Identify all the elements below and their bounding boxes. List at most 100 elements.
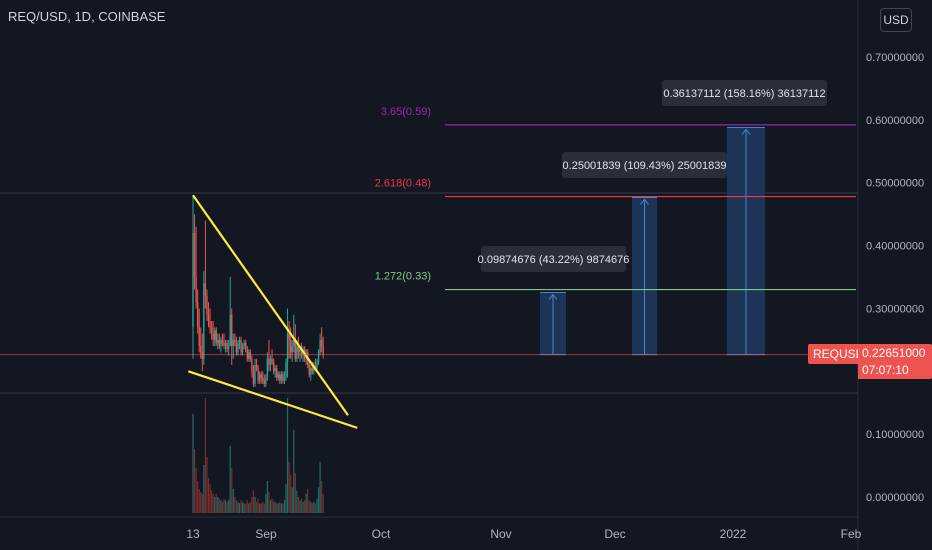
candle-body bbox=[286, 333, 289, 362]
volume-bar bbox=[240, 500, 242, 513]
volume-bar bbox=[257, 498, 259, 513]
volume-bar bbox=[251, 497, 253, 513]
fib-level-label: 3.65(0.59) bbox=[381, 106, 431, 118]
volume-bar bbox=[277, 503, 279, 513]
candle-body bbox=[265, 377, 267, 384]
trendline-layer bbox=[188, 194, 358, 429]
volume-bar bbox=[296, 490, 298, 513]
candle-body bbox=[285, 361, 287, 378]
volume-bar bbox=[322, 493, 324, 513]
volume-bar bbox=[269, 500, 272, 513]
candle-body bbox=[235, 343, 238, 353]
volume-bar bbox=[232, 489, 234, 513]
candle-body bbox=[223, 343, 225, 347]
candle-body bbox=[227, 346, 230, 350]
y-tick-label: 0.50000000 bbox=[866, 178, 924, 190]
candle-body bbox=[243, 343, 245, 347]
volume-bar bbox=[193, 449, 196, 513]
volume-bar bbox=[286, 397, 289, 513]
candle-body bbox=[206, 295, 208, 315]
projection-label-box bbox=[481, 246, 626, 272]
candle-body bbox=[317, 352, 320, 362]
y-tick-label: 0.10000000 bbox=[866, 429, 924, 441]
volume-bar bbox=[263, 503, 265, 513]
volume-bar bbox=[282, 503, 284, 513]
volume-bar bbox=[215, 493, 217, 513]
volume-bar bbox=[197, 481, 199, 513]
projection-label-box bbox=[562, 152, 727, 178]
projection-arrow-head bbox=[640, 198, 649, 205]
candle-body bbox=[255, 365, 258, 369]
volume-bar bbox=[254, 497, 256, 513]
y-tick-label: 0.00000000 bbox=[866, 492, 924, 504]
volume-bar bbox=[299, 500, 301, 513]
candle-body bbox=[289, 339, 292, 353]
candle-body bbox=[268, 358, 270, 366]
volume-bar bbox=[246, 500, 248, 513]
symbol-title: REQ/USD, 1D, COINBASE bbox=[8, 9, 166, 24]
current-price-value: 0.22651000 bbox=[862, 346, 926, 360]
volume-bar bbox=[260, 503, 262, 513]
volume-bar bbox=[207, 477, 210, 513]
projection-label: 0.09874676 (43.22%) 9874676 bbox=[478, 254, 630, 266]
volume-bar bbox=[198, 489, 200, 513]
volume-bar bbox=[317, 487, 320, 513]
volume-bar bbox=[234, 497, 236, 513]
candle-body bbox=[234, 339, 236, 344]
candle-body bbox=[296, 346, 298, 359]
volume-bar bbox=[274, 501, 276, 513]
volume-bar bbox=[266, 481, 268, 513]
candle-body bbox=[198, 327, 200, 347]
volume-bar bbox=[276, 503, 278, 513]
candle-body bbox=[260, 374, 262, 378]
candle-body bbox=[263, 380, 265, 384]
grid-layer bbox=[0, 192, 858, 394]
volume-bar bbox=[307, 489, 309, 513]
volume-bar bbox=[308, 500, 310, 513]
volume-bar bbox=[248, 503, 250, 513]
candle-body bbox=[245, 343, 247, 350]
candle-body bbox=[200, 346, 202, 353]
volume-bar bbox=[259, 503, 261, 513]
candle-body bbox=[232, 339, 234, 347]
volume-bar bbox=[319, 461, 321, 513]
volume-bar bbox=[201, 493, 203, 513]
candle-body bbox=[249, 352, 252, 359]
candle-body bbox=[258, 374, 261, 381]
candle-body bbox=[269, 358, 272, 366]
volume-bar bbox=[268, 492, 270, 513]
volume-bar bbox=[218, 498, 220, 513]
volume-bar bbox=[249, 501, 251, 513]
volume-bar bbox=[235, 500, 237, 513]
candle-body bbox=[282, 374, 284, 381]
volume-bar bbox=[300, 498, 303, 513]
y-tick-label: 0.60000000 bbox=[866, 115, 924, 127]
volume-bar bbox=[192, 413, 194, 513]
volume-bar bbox=[271, 498, 273, 513]
volume-bar bbox=[262, 501, 264, 513]
candle-body bbox=[280, 374, 283, 381]
candle-body bbox=[226, 343, 228, 350]
volume-bar bbox=[238, 503, 241, 513]
volume-bar bbox=[252, 490, 255, 513]
currency-button[interactable]: USD bbox=[880, 8, 912, 32]
candle-body bbox=[308, 365, 310, 375]
volume-bar bbox=[273, 501, 275, 513]
volume-bar bbox=[265, 493, 267, 513]
volume-bar bbox=[203, 465, 205, 513]
candle-body bbox=[299, 349, 301, 353]
candle-body bbox=[215, 330, 217, 344]
x-tick-label: Feb bbox=[841, 527, 862, 541]
trendline-upper bbox=[192, 194, 349, 416]
x-tick-label: Oct bbox=[372, 527, 391, 541]
volume-bar bbox=[255, 501, 258, 513]
candle-body bbox=[238, 339, 241, 344]
x-tick-label: 2022 bbox=[720, 527, 747, 541]
candle-body bbox=[212, 333, 214, 340]
candle-body bbox=[214, 330, 216, 340]
volume-bar bbox=[288, 461, 290, 513]
candle-body bbox=[319, 339, 321, 353]
volume-bar bbox=[221, 501, 224, 513]
